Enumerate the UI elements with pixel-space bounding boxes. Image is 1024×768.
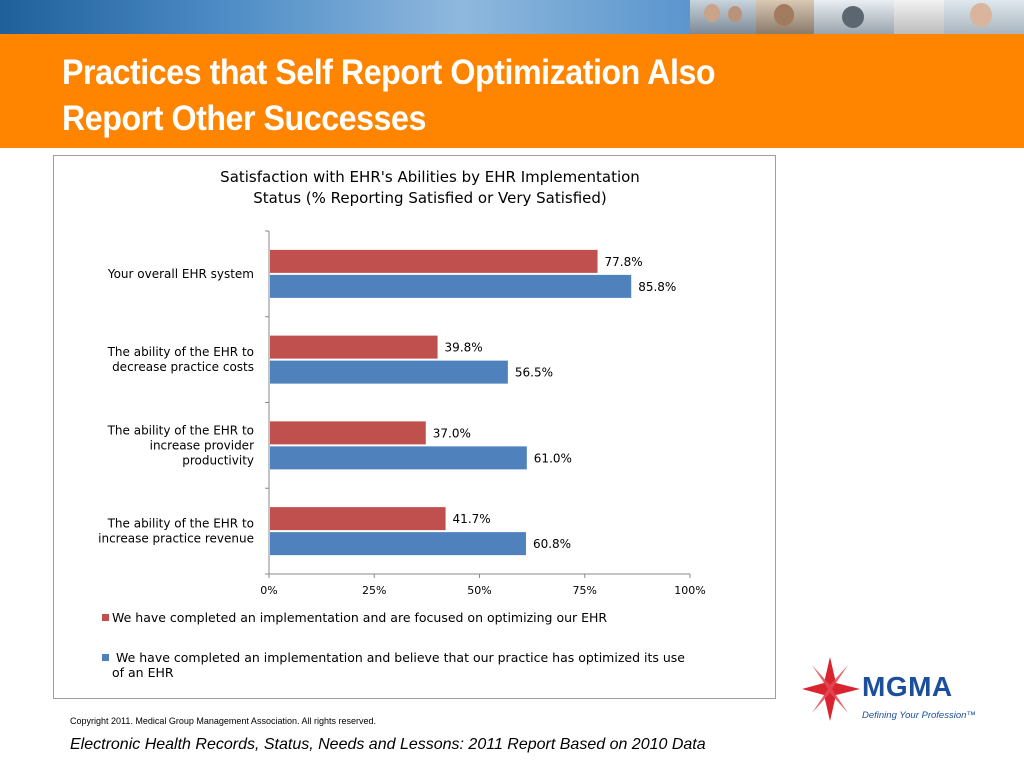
legend-swatch-series-2 [102,654,109,661]
x-tick-label: 25% [362,584,386,597]
bar-value-label: 85.8% [638,280,676,294]
slide-title-line-2: Report Other Successes [62,99,426,138]
x-tick-label: 0% [260,584,277,597]
legend-label: We have completed an implementation and … [112,610,607,625]
slide-title-line-1: Practices that Self Report Optimization … [62,53,716,92]
category-label: Your overall EHR system [107,267,254,281]
category-label: The ability of the EHR to [107,423,254,437]
logo-tagline: Defining Your Profession™ [862,710,976,721]
chart-title-line-2: Status (% Reporting Satisfied or Very Sa… [253,189,607,207]
bar-value-label: 39.8% [445,341,483,355]
star-icon [802,657,860,721]
category-label: decrease practice costs [112,360,254,374]
x-tick-label: 100% [674,584,705,597]
header-photo-doctors [690,0,756,34]
header-photo-elderly-man [756,0,814,34]
mgma-logo: MGMA Defining Your Profession™ [800,655,990,725]
header-photo-woman [944,0,1024,34]
bar-value-label: 77.8% [605,255,643,269]
title-band [0,34,1024,148]
category-label: increase practice revenue [98,532,254,546]
category-label: The ability of the EHR to [107,517,254,531]
source-citation: Electronic Health Records, Status, Needs… [70,736,706,753]
legend-label: We have completed an implementation and … [112,650,685,665]
bar-series-1 [270,249,598,273]
bar-value-label: 61.0% [534,451,572,465]
bar-series-2 [270,360,508,384]
slide-title: Practices that Self Report Optimization … [62,50,853,142]
copyright-text: Copyright 2011. Medical Group Management… [70,716,376,726]
x-tick-label: 75% [573,584,597,597]
bar-series-1 [270,335,438,359]
category-label: The ability of the EHR to [107,345,254,359]
bar-chart: Satisfaction with EHR's Abilities by EHR… [98,168,706,680]
bar-series-1 [270,421,426,445]
header-photo-stethoscope [814,0,894,34]
category-label: increase provider [150,438,254,452]
logo-name: MGMA [862,671,953,702]
mgma-logo-mark [802,657,860,721]
bar-value-label: 37.0% [433,426,471,440]
legend-swatch-series-1 [102,614,109,621]
header-photo-medical [894,0,944,34]
x-tick-label: 50% [467,584,491,597]
bar-value-label: 60.8% [533,537,571,551]
bar-series-1 [270,507,446,531]
chart-frame: Satisfaction with EHR's Abilities by EHR… [53,155,776,699]
bar-value-label: 56.5% [515,366,553,380]
category-label: productivity [182,453,254,467]
bar-series-2 [270,446,527,470]
legend-label: of an EHR [112,665,174,680]
bar-series-2 [270,274,632,298]
bar-series-2 [270,532,526,556]
bar-value-label: 41.7% [453,512,491,526]
chart-title-line-1: Satisfaction with EHR's Abilities by EHR… [220,168,640,186]
